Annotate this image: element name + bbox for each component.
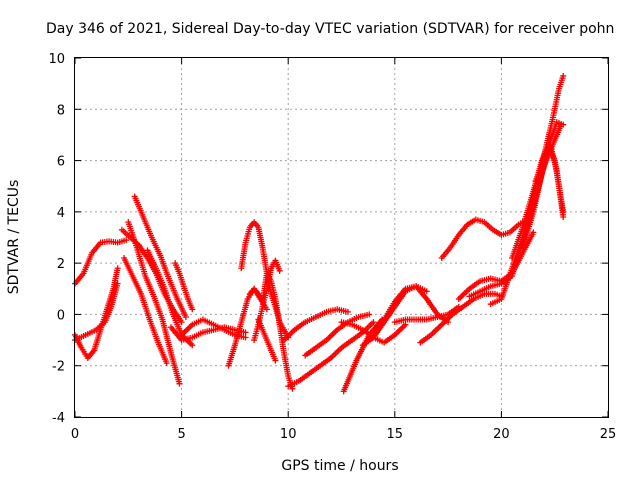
series-arc-5 xyxy=(131,193,189,320)
series-arc-17 xyxy=(285,319,377,390)
chart-title: Day 346 of 2021, Sidereal Day-to-day VTE… xyxy=(46,21,614,37)
series-arc-15 xyxy=(251,257,283,344)
data-point xyxy=(114,265,121,272)
series-arc-1 xyxy=(72,237,130,287)
data-point xyxy=(530,229,537,236)
x-axis-label: GPS time / hours xyxy=(281,458,398,474)
data-point xyxy=(366,311,373,318)
series-arc-23 xyxy=(370,283,452,336)
series-arc-9 xyxy=(172,260,196,313)
series-arc-3 xyxy=(72,280,121,344)
y-axis-label: SDTVAR / TECUs xyxy=(6,180,22,295)
data-point xyxy=(276,267,283,274)
data-point xyxy=(163,360,170,367)
x-tick-label: 10 xyxy=(280,427,297,442)
data-point xyxy=(189,342,196,349)
series-arc-7 xyxy=(125,219,183,387)
x-tick-label: 25 xyxy=(600,427,617,442)
y-tick-label: 0 xyxy=(57,308,65,323)
y-tick-label: 4 xyxy=(57,206,65,221)
data-point xyxy=(178,319,185,326)
series-arc-18 xyxy=(280,306,351,344)
data-point xyxy=(242,334,249,341)
y-tick-label: 6 xyxy=(57,155,65,170)
y-tick-label: 10 xyxy=(48,52,65,67)
series-arc-16 xyxy=(255,316,279,364)
series-arc-26 xyxy=(438,216,526,262)
data-point xyxy=(344,308,351,315)
data-point xyxy=(176,380,183,387)
data-point xyxy=(560,72,567,79)
data-point xyxy=(242,329,249,336)
series-arc-24 xyxy=(391,303,462,326)
x-tick-label: 0 xyxy=(71,427,79,442)
series-arc-29 xyxy=(487,72,567,308)
x-tick-label: 20 xyxy=(493,427,510,442)
series-arc-21 xyxy=(338,319,409,346)
data-point xyxy=(560,213,567,220)
data-point xyxy=(189,306,196,313)
x-tick-label: 15 xyxy=(387,427,404,442)
data-point xyxy=(114,280,121,287)
data-point xyxy=(272,357,279,364)
x-tick-label: 5 xyxy=(177,427,185,442)
data-point xyxy=(123,237,130,244)
y-tick-label: -4 xyxy=(52,411,65,426)
series-arc-6 xyxy=(121,255,170,367)
data-point xyxy=(182,313,189,320)
data-point xyxy=(402,321,409,328)
tick-labels: 0 5 10 15 20 25 -4 -2 0 2 4 6 8 10 xyxy=(48,52,616,442)
data-points xyxy=(72,72,567,395)
data-point xyxy=(423,288,430,295)
y-tick-label: 8 xyxy=(57,103,65,118)
y-tick-label: 2 xyxy=(57,257,65,272)
data-point xyxy=(370,319,377,326)
data-point xyxy=(560,121,567,128)
y-tick-label: -2 xyxy=(52,360,65,375)
series-arc-25 xyxy=(417,290,505,346)
series-arc-32 xyxy=(532,119,567,185)
plot-frame xyxy=(74,57,609,418)
